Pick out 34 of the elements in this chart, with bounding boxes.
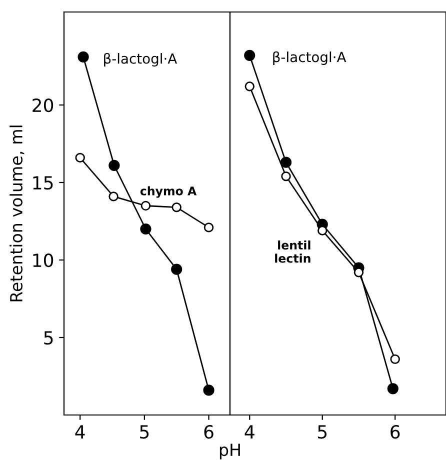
point	[108, 192, 118, 202]
point	[280, 156, 292, 168]
series-label: lentil lectin	[275, 240, 310, 263]
series-label: β-lactogl·A	[104, 52, 178, 66]
point	[108, 160, 120, 172]
point	[281, 171, 291, 182]
point	[203, 384, 214, 396]
point	[140, 200, 151, 211]
point	[172, 202, 182, 212]
x-tick-label: 4	[75, 425, 85, 438]
point	[78, 51, 89, 63]
point	[354, 268, 364, 278]
point	[387, 383, 398, 394]
point	[244, 82, 254, 92]
x-tick-label: 6	[204, 425, 214, 439]
point	[318, 226, 328, 236]
y-tick-label: 20	[32, 98, 54, 112]
series-label: β-lactogl·A	[273, 51, 346, 65]
y-tick-label: 5	[44, 331, 53, 345]
point	[204, 222, 214, 232]
x-tick-label: 5	[140, 425, 149, 439]
x-axis-title: pH	[220, 444, 240, 460]
y-tick-label: 15	[33, 176, 53, 190]
series-label: chymo A	[140, 186, 197, 198]
point	[140, 223, 152, 235]
point	[244, 50, 256, 61]
point	[390, 354, 400, 364]
x-tick-label: 4	[244, 425, 254, 438]
point	[75, 152, 85, 163]
y-tick-label: 10	[33, 253, 54, 268]
x-tick-label: 5	[318, 425, 327, 439]
x-tick-label: 6	[390, 425, 400, 439]
y-axis-title: Retention volume, ml	[10, 126, 24, 302]
point	[171, 264, 182, 275]
